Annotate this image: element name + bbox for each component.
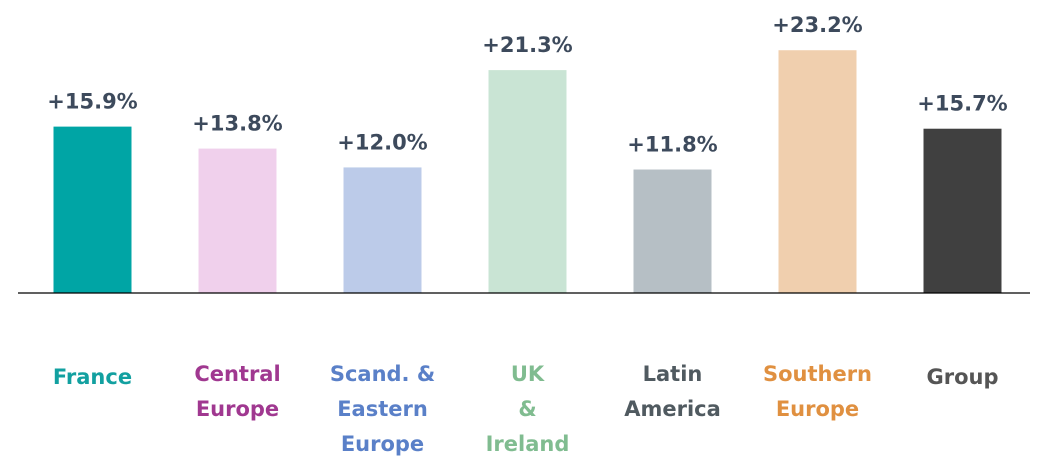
category-label: Ireland [486,432,570,456]
value-label: +23.2% [772,13,862,37]
value-label: +12.0% [337,130,427,154]
category-label: France [53,365,132,389]
value-label: +11.8% [627,133,717,157]
bar [633,169,712,293]
value-label: +13.8% [192,112,282,136]
category-label: Scand. & [330,362,435,386]
bar [488,70,567,293]
category-label: Group [926,365,998,389]
category-label: Europe [341,432,424,456]
bar [53,126,132,293]
bar [923,128,1002,293]
category-label: & [518,397,536,421]
category-label: America [624,397,721,421]
value-label: +15.9% [47,90,137,114]
value-label: +15.7% [917,92,1007,116]
category-label: Europe [776,397,859,421]
category-label: Latin [643,362,703,386]
category-label: UK [511,362,545,386]
value-label: +21.3% [482,33,572,57]
category-label: Southern [763,362,872,386]
category-label: Europe [196,397,279,421]
bar [778,50,857,293]
bar [343,167,422,293]
category-label: Eastern [337,397,428,421]
category-label: Central [194,362,280,386]
bar [198,148,277,293]
